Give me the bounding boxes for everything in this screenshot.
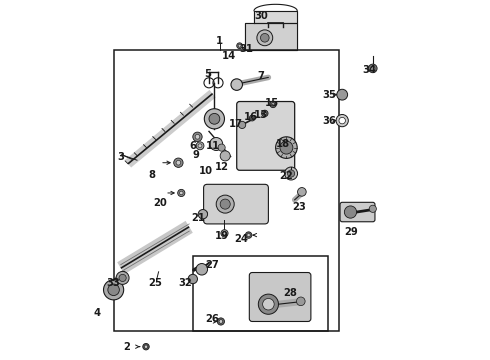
- Text: 14: 14: [221, 51, 236, 61]
- Circle shape: [368, 64, 377, 73]
- Text: 9: 9: [193, 150, 200, 160]
- Circle shape: [280, 141, 293, 154]
- Circle shape: [198, 144, 202, 148]
- Text: 27: 27: [206, 260, 220, 270]
- Text: 17: 17: [229, 119, 243, 129]
- Text: 5: 5: [204, 69, 211, 79]
- Circle shape: [119, 274, 126, 282]
- Text: 32: 32: [179, 278, 193, 288]
- Text: 23: 23: [292, 202, 306, 212]
- Circle shape: [220, 199, 230, 209]
- Text: 8: 8: [148, 170, 155, 180]
- Circle shape: [198, 210, 208, 219]
- Circle shape: [196, 264, 208, 275]
- Circle shape: [275, 137, 297, 158]
- Circle shape: [263, 112, 267, 115]
- Text: 35: 35: [322, 90, 337, 100]
- Circle shape: [285, 167, 297, 180]
- Circle shape: [218, 144, 225, 151]
- Circle shape: [336, 114, 348, 127]
- Circle shape: [174, 158, 183, 167]
- Text: 25: 25: [148, 278, 162, 288]
- Text: 3: 3: [118, 152, 124, 162]
- Circle shape: [193, 132, 202, 141]
- Circle shape: [238, 44, 241, 47]
- FancyBboxPatch shape: [204, 184, 269, 224]
- Text: 21: 21: [191, 213, 205, 223]
- Circle shape: [245, 232, 252, 238]
- Text: 34: 34: [362, 65, 376, 75]
- Circle shape: [288, 170, 294, 177]
- Circle shape: [116, 271, 129, 284]
- Circle shape: [247, 234, 250, 237]
- Circle shape: [219, 320, 222, 323]
- Text: 19: 19: [215, 231, 229, 241]
- Bar: [114, 50, 339, 331]
- Circle shape: [231, 79, 243, 90]
- Circle shape: [271, 103, 275, 106]
- Circle shape: [344, 206, 357, 218]
- Circle shape: [237, 43, 243, 49]
- Text: 29: 29: [344, 227, 358, 237]
- Circle shape: [263, 298, 274, 310]
- FancyBboxPatch shape: [249, 273, 311, 321]
- FancyBboxPatch shape: [237, 102, 294, 170]
- Text: 11: 11: [205, 141, 220, 151]
- Text: 18: 18: [276, 139, 290, 149]
- Circle shape: [297, 188, 306, 196]
- Circle shape: [217, 318, 224, 325]
- FancyBboxPatch shape: [340, 202, 375, 222]
- Bar: [193, 256, 328, 331]
- Circle shape: [210, 138, 222, 150]
- Circle shape: [196, 142, 204, 150]
- Text: 26: 26: [206, 314, 220, 324]
- Text: 28: 28: [283, 288, 297, 298]
- Text: 12: 12: [215, 162, 229, 172]
- Circle shape: [258, 294, 278, 314]
- Circle shape: [195, 135, 200, 139]
- Circle shape: [179, 191, 183, 195]
- Text: 1: 1: [216, 36, 223, 46]
- Circle shape: [222, 231, 226, 235]
- Text: 13: 13: [254, 110, 268, 120]
- Text: 6: 6: [189, 141, 196, 151]
- Circle shape: [145, 345, 147, 348]
- Text: 24: 24: [234, 234, 248, 244]
- Circle shape: [239, 121, 245, 129]
- Text: 16: 16: [244, 112, 257, 122]
- Circle shape: [270, 101, 276, 108]
- Text: 33: 33: [107, 278, 121, 288]
- Text: 30: 30: [254, 11, 268, 21]
- Circle shape: [249, 115, 255, 121]
- Circle shape: [143, 343, 149, 350]
- Text: 36: 36: [322, 116, 337, 126]
- Text: 2: 2: [123, 342, 130, 352]
- Circle shape: [216, 195, 234, 213]
- Text: 10: 10: [198, 166, 212, 176]
- Circle shape: [178, 189, 185, 197]
- Circle shape: [369, 205, 376, 212]
- Text: 4: 4: [94, 308, 101, 318]
- Text: 31: 31: [240, 44, 254, 54]
- Circle shape: [261, 33, 269, 42]
- Circle shape: [108, 284, 120, 296]
- Circle shape: [339, 117, 345, 124]
- Circle shape: [262, 110, 268, 117]
- Circle shape: [257, 30, 273, 46]
- Circle shape: [337, 89, 347, 100]
- Circle shape: [204, 109, 224, 129]
- Circle shape: [176, 161, 181, 165]
- Circle shape: [103, 280, 123, 300]
- Text: 15: 15: [265, 98, 279, 108]
- Circle shape: [370, 66, 375, 71]
- Circle shape: [251, 117, 254, 120]
- Circle shape: [209, 113, 220, 124]
- Text: 7: 7: [258, 71, 265, 81]
- Text: 22: 22: [279, 171, 294, 181]
- Circle shape: [296, 297, 305, 306]
- Circle shape: [221, 230, 228, 237]
- Text: 20: 20: [153, 198, 167, 208]
- Circle shape: [188, 274, 197, 284]
- Circle shape: [220, 151, 230, 161]
